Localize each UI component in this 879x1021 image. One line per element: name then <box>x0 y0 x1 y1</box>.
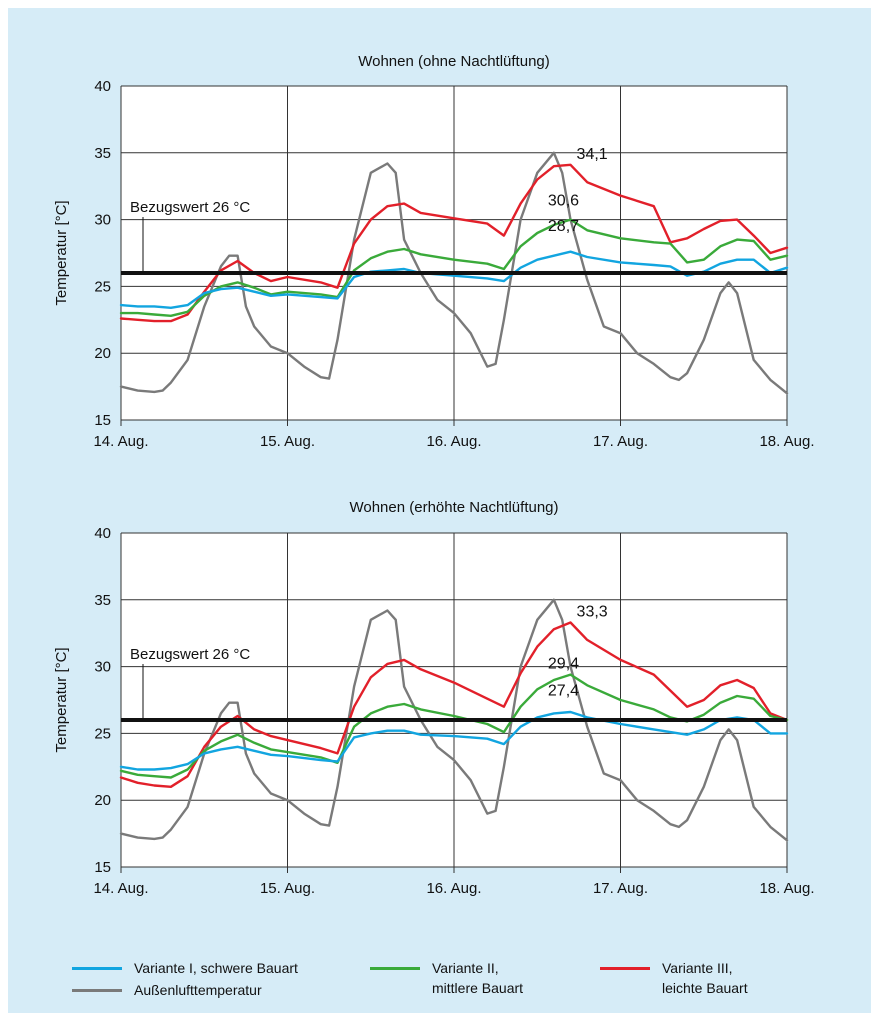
legend-item-variante-2: Variante II, mittlere Bauart <box>370 958 523 998</box>
x-tick-label: 17. Aug. <box>593 880 648 897</box>
x-tick-label: 18. Aug. <box>759 433 814 450</box>
legend-swatch <box>600 967 650 970</box>
y-tick-label: 35 <box>94 145 111 162</box>
y-axis-label: Temperatur [°C] <box>53 647 70 752</box>
chart-title: Wohnen (ohne Nachtlüftung) <box>358 53 550 70</box>
legend-item-aussenluft: Außenlufttemperatur <box>72 980 262 1000</box>
series-line <box>119 621 789 788</box>
x-tick-label: 18. Aug. <box>759 880 814 897</box>
legend-label: Variante III, leichte Bauart <box>662 960 748 996</box>
y-tick-label: 20 <box>94 792 111 809</box>
y-tick-label: 30 <box>94 212 111 229</box>
legend-swatch <box>72 967 122 970</box>
x-tick-label: 15. Aug. <box>260 433 315 450</box>
legend-swatch <box>370 967 420 970</box>
data-label: 27,4 <box>548 682 579 699</box>
series-line <box>119 151 789 395</box>
x-tick-label: 17. Aug. <box>593 433 648 450</box>
y-tick-label: 40 <box>94 78 111 95</box>
data-label: 33,3 <box>577 604 608 621</box>
y-tick-label: 25 <box>94 278 111 295</box>
legend-label: Außenlufttemperatur <box>134 982 262 998</box>
series-line <box>119 218 789 317</box>
y-tick-label: 35 <box>94 592 111 609</box>
x-tick-label: 14. Aug. <box>93 433 148 450</box>
series-line <box>119 710 789 771</box>
x-tick-label: 15. Aug. <box>260 880 315 897</box>
legend-swatch <box>72 989 122 992</box>
x-tick-label: 16. Aug. <box>426 880 481 897</box>
y-tick-label: 20 <box>94 345 111 362</box>
data-label: 29,4 <box>548 656 579 673</box>
data-label: 28,7 <box>548 218 579 235</box>
chart-2: 15 20 25 30 35 40 14. Aug. 15. Aug. 16. Aug. 17. … <box>53 499 815 897</box>
reference-label: Bezugswert 26 °C <box>130 199 250 216</box>
reference-label: Bezugswert 26 °C <box>130 646 250 663</box>
y-tick-label: 15 <box>94 412 111 429</box>
legend-label: Variante I, schwere Bauart <box>134 960 298 976</box>
y-tick-label: 30 <box>94 659 111 676</box>
chart-1: 15 20 25 30 35 40 14. Aug. 15. Aug. 16. Aug. 17. … <box>53 53 815 450</box>
x-tick-label: 14. Aug. <box>93 880 148 897</box>
legend-label: Variante II, mittlere Bauart <box>432 960 524 996</box>
data-label: 30,6 <box>548 193 579 210</box>
series-line <box>119 598 789 842</box>
y-axis-label: Temperatur [°C] <box>53 200 70 305</box>
y-tick-label: 40 <box>94 525 111 542</box>
legend-item-variante-3: Variante III, leichte Bauart <box>600 958 748 998</box>
y-tick-label: 15 <box>94 859 111 876</box>
chart-title: Wohnen (erhöhte Nachtlüftung) <box>349 499 558 516</box>
y-tick-label: 25 <box>94 725 111 742</box>
data-label: 34,1 <box>577 146 608 163</box>
legend-item-variante-1: Variante I, schwere Bauart <box>72 958 298 978</box>
x-tick-label: 16. Aug. <box>426 433 481 450</box>
